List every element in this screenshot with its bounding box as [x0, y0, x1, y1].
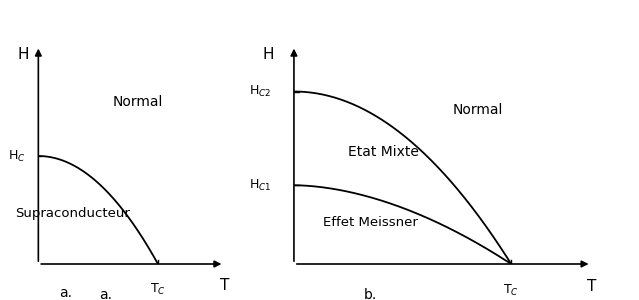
Text: Supraconducteur: Supraconducteur [15, 207, 130, 220]
Text: H$_C$: H$_C$ [8, 148, 26, 164]
Text: T: T [220, 278, 229, 293]
Text: Normal: Normal [113, 95, 163, 109]
Text: a.: a. [99, 288, 112, 300]
Text: b.: b. [364, 288, 377, 300]
Text: T$_C$: T$_C$ [150, 282, 166, 297]
Text: Effet Meissner: Effet Meissner [323, 216, 418, 229]
Text: Etat Mixte: Etat Mixte [348, 145, 419, 158]
Text: H$_{C1}$: H$_{C1}$ [249, 178, 271, 193]
Text: T$_C$: T$_C$ [504, 283, 519, 298]
Text: T: T [587, 279, 596, 294]
Text: H: H [263, 47, 274, 62]
Text: H: H [17, 47, 29, 62]
Text: a.: a. [59, 286, 72, 300]
Text: Normal: Normal [453, 103, 503, 117]
Text: H$_{C2}$: H$_{C2}$ [249, 84, 271, 99]
